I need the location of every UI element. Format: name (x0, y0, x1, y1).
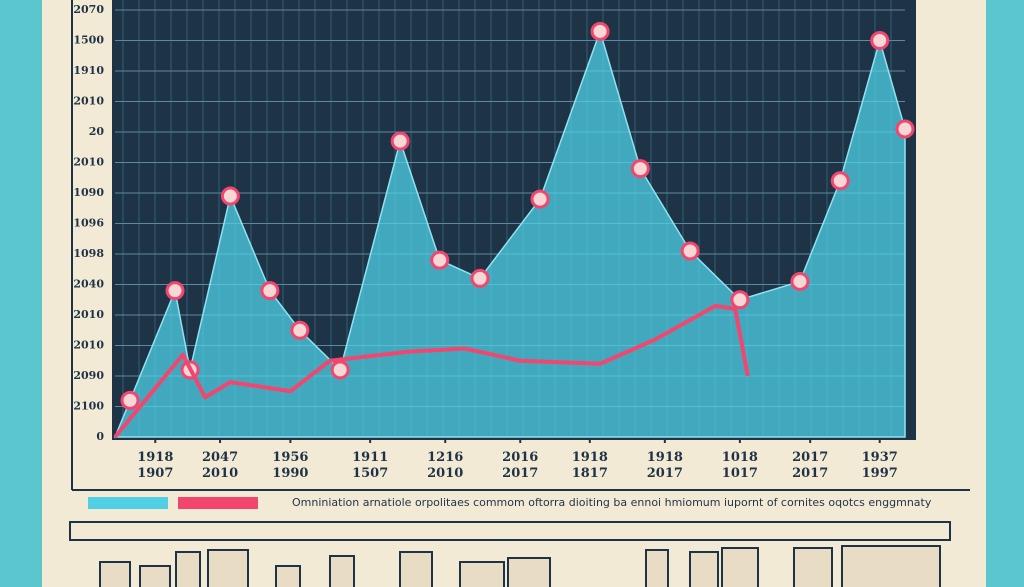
bottles (99, 545, 941, 587)
peak-marker (790, 271, 810, 291)
y-tick-label: 20 (89, 125, 105, 138)
peak-marker (120, 390, 140, 410)
legend-swatch (88, 497, 168, 509)
x-tick-label: 1918 2017 (647, 450, 683, 481)
y-tick-label: 1090 (73, 186, 104, 199)
peak-marker (630, 159, 650, 179)
y-tick-label: 2010 (73, 308, 104, 321)
y-tick-label: 1500 (73, 34, 104, 47)
peak-marker (220, 186, 240, 206)
peak-marker (390, 131, 410, 151)
peak-marker (430, 250, 450, 270)
line (113, 303, 750, 439)
peak-marker (895, 119, 915, 139)
x-tick-label: 2016 2017 (502, 450, 538, 481)
x-tick-label: 1216 2010 (427, 450, 463, 481)
peak-marker (530, 189, 550, 209)
area (113, 28, 906, 438)
x-tick-label: 2047 2010 (202, 450, 238, 481)
peak-marker (165, 281, 185, 301)
peak-marker (590, 21, 610, 41)
x-tick-label: 1918 1817 (572, 450, 608, 481)
peak-marker (680, 241, 700, 261)
y-tick-label: 2010 (73, 339, 104, 352)
caption: Omniniation arnatiole orpolitaes commom … (292, 496, 932, 509)
x-tick-label: 1918 1907 (137, 450, 173, 481)
peak-marker (290, 320, 310, 340)
peak-marker (870, 31, 890, 50)
y-tick-label: 1096 (73, 217, 104, 230)
peak-marker (260, 281, 280, 301)
y-tick-label: 2090 (73, 369, 104, 382)
legend-swatch (178, 497, 258, 509)
peak-marker (730, 290, 750, 310)
x-tick-label: 2017 2017 (792, 450, 828, 481)
timeline (69, 521, 951, 541)
y-tick-label: 2100 (73, 400, 104, 413)
y-tick-label: 2040 (73, 278, 104, 291)
x-tick-label: 1956 1990 (272, 450, 308, 481)
y-tick-label: 2070 (73, 3, 104, 16)
y-tick-label: 2010 (73, 95, 104, 108)
x-tick-label: 1937 1997 (862, 450, 898, 481)
y-tick-label: 2010 (73, 156, 104, 169)
y-tick-label: 1098 (73, 247, 104, 260)
y-tick-label: 1910 (73, 64, 104, 77)
x-tick-label: 1018 1017 (722, 450, 758, 481)
peak-marker (830, 171, 850, 191)
y-tick-label: 0 (96, 430, 104, 443)
peak-marker (470, 268, 490, 288)
peak-marker (330, 360, 350, 380)
x-tick-label: 1911 1507 (352, 450, 388, 481)
